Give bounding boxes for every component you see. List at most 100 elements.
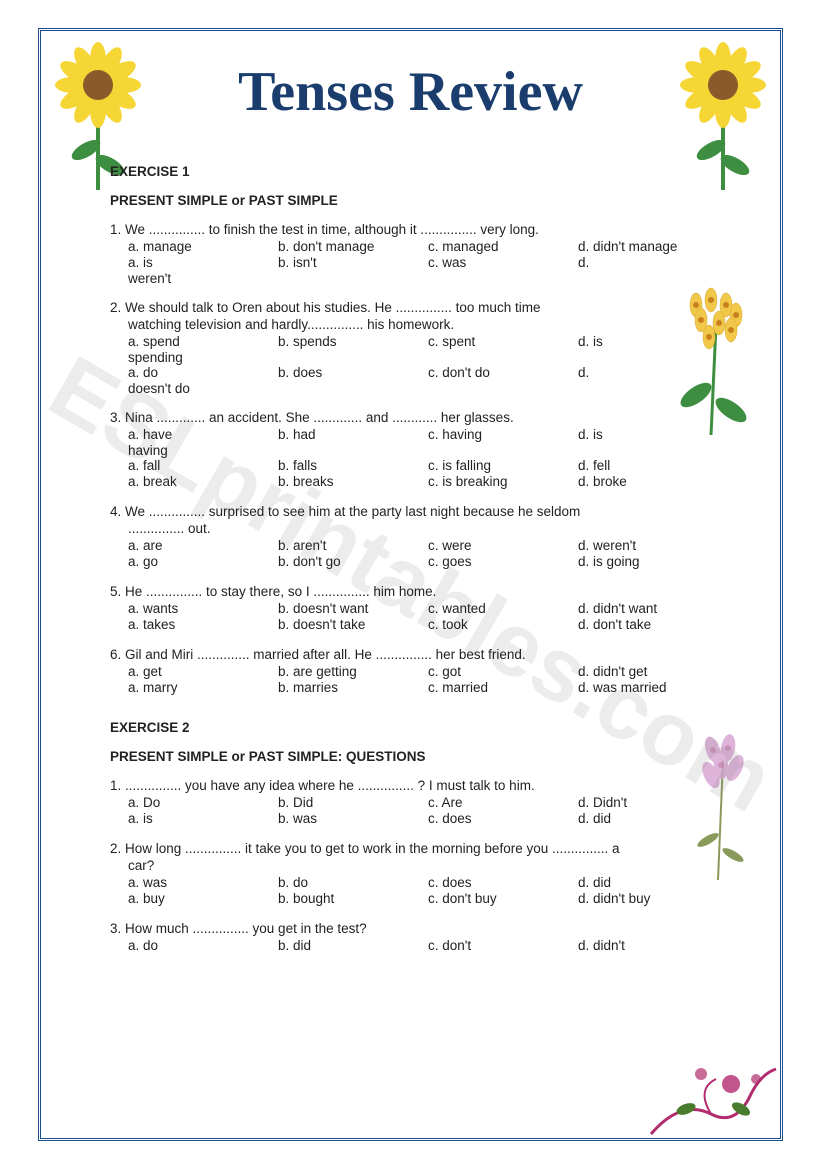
exercise-1-subheading: PRESENT SIMPLE or PAST SIMPLE (110, 193, 746, 208)
option: a. go (128, 554, 278, 569)
option-row: a. Dob. Didc. Ared. Didn't (128, 795, 746, 811)
question: 1. We ............... to finish the test… (110, 222, 746, 286)
exercise-1-heading: EXERCISE 1 (110, 164, 746, 179)
question-text-cont: ............... out. (128, 521, 746, 536)
option: c. goes (428, 554, 578, 569)
option: d. didn't buy (578, 891, 728, 906)
option: a. do (128, 365, 278, 380)
question-text: 1. ............... you have any idea whe… (110, 778, 746, 793)
option-row: a. wantsb. doesn't wantc. wantedd. didn'… (128, 601, 746, 617)
option: a. is (128, 811, 278, 826)
option-row: a. dob. doesc. don't dod. (128, 365, 746, 381)
question-text: 3. Nina ............. an accident. She .… (110, 410, 746, 425)
option: d. fell (578, 458, 728, 473)
option: c. does (428, 811, 578, 826)
option: b. don't go (278, 554, 428, 569)
option: b. spends (278, 334, 428, 349)
option-wrap: doesn't do (128, 381, 746, 396)
exercise-1: EXERCISE 1 PRESENT SIMPLE or PAST SIMPLE… (110, 164, 746, 696)
option: b. do (278, 875, 428, 890)
option: c. took (428, 617, 578, 632)
option-row: a. areb. aren'tc. wered. weren't (128, 538, 746, 554)
question-text: 6. Gil and Miri .............. married a… (110, 647, 746, 662)
option: b. does (278, 365, 428, 380)
option: a. break (128, 474, 278, 489)
option: c. is breaking (428, 474, 578, 489)
option: c. spent (428, 334, 578, 349)
option-row: a. fallb. fallsc. is fallingd. fell (128, 458, 746, 474)
content-area: Tenses Review EXERCISE 1 PRESENT SIMPLE … (55, 40, 766, 1129)
option-row: a. breakb. breaksc. is breakingd. broke (128, 474, 746, 490)
option: a. get (128, 664, 278, 679)
option: a. fall (128, 458, 278, 473)
option: c. don't (428, 938, 578, 953)
option: d. is (578, 427, 728, 442)
question: 3. How much ............... you get in t… (110, 921, 746, 954)
option: d. didn't want (578, 601, 728, 616)
option: c. was (428, 255, 578, 270)
option: c. having (428, 427, 578, 442)
option-wrap: spending (128, 350, 746, 365)
option: d. is (578, 334, 728, 349)
option-row: a. dob. didc. don'td. didn't (128, 938, 746, 954)
question-text-cont: car? (128, 858, 746, 873)
option: d. (578, 365, 728, 380)
option: c. managed (428, 239, 578, 254)
question-text: 2. How long ............... it take you … (110, 841, 746, 856)
exercise-2-subheading: PRESENT SIMPLE or PAST SIMPLE: QUESTIONS (110, 749, 746, 764)
option-row: a. haveb. hadc. havingd. is (128, 427, 746, 443)
option: a. Do (128, 795, 278, 810)
option: b. Did (278, 795, 428, 810)
option-row: a. isb. wasc. doesd. did (128, 811, 746, 827)
question-text-cont: watching television and hardly..........… (128, 317, 746, 332)
question-text: 5. He ............... to stay there, so … (110, 584, 746, 599)
option: a. was (128, 875, 278, 890)
option: a. manage (128, 239, 278, 254)
option: a. marry (128, 680, 278, 695)
option: d. weren't (578, 538, 728, 553)
option-row: a. marryb. marriesc. marriedd. was marri… (128, 680, 746, 696)
option: a. wants (128, 601, 278, 616)
option: b. doesn't want (278, 601, 428, 616)
option-wrap: having (128, 443, 746, 458)
option-wrap: weren't (128, 271, 746, 286)
option: c. is falling (428, 458, 578, 473)
option: a. buy (128, 891, 278, 906)
option-row: a. gob. don't goc. goesd. is going (128, 554, 746, 570)
option: c. don't buy (428, 891, 578, 906)
option: d. is going (578, 554, 728, 569)
option: b. marries (278, 680, 428, 695)
option: b. breaks (278, 474, 428, 489)
question: 6. Gil and Miri .............. married a… (110, 647, 746, 696)
option-row: a. manageb. don't managec. managedd. did… (128, 239, 746, 255)
option: c. married (428, 680, 578, 695)
option: b. are getting (278, 664, 428, 679)
option-row: a. wasb. doc. doesd. did (128, 875, 746, 891)
option: b. doesn't take (278, 617, 428, 632)
exercise-2-heading: EXERCISE 2 (110, 720, 746, 735)
option: a. do (128, 938, 278, 953)
question-text: 3. How much ............... you get in t… (110, 921, 746, 936)
option: a. takes (128, 617, 278, 632)
option: c. Are (428, 795, 578, 810)
question: 3. Nina ............. an accident. She .… (110, 410, 746, 490)
question-text: 4. We ............... surprised to see h… (110, 504, 746, 519)
option-row: a. buyb. boughtc. don't buyd. didn't buy (128, 891, 746, 907)
option: a. is (128, 255, 278, 270)
option: c. were (428, 538, 578, 553)
question: 2. We should talk to Oren about his stud… (110, 300, 746, 396)
option: d. broke (578, 474, 728, 489)
option-row: a. spendb. spendsc. spentd. is (128, 334, 746, 350)
option: b. don't manage (278, 239, 428, 254)
option: a. are (128, 538, 278, 553)
option-row: a. takesb. doesn't takec. tookd. don't t… (128, 617, 746, 633)
option: c. don't do (428, 365, 578, 380)
option: b. was (278, 811, 428, 826)
page-title: Tenses Review (55, 60, 766, 124)
option: a. spend (128, 334, 278, 349)
option: c. does (428, 875, 578, 890)
option: b. did (278, 938, 428, 953)
option: d. didn't get (578, 664, 728, 679)
exercise-2: EXERCISE 2 PRESENT SIMPLE or PAST SIMPLE… (110, 720, 746, 954)
option: d. was married (578, 680, 728, 695)
